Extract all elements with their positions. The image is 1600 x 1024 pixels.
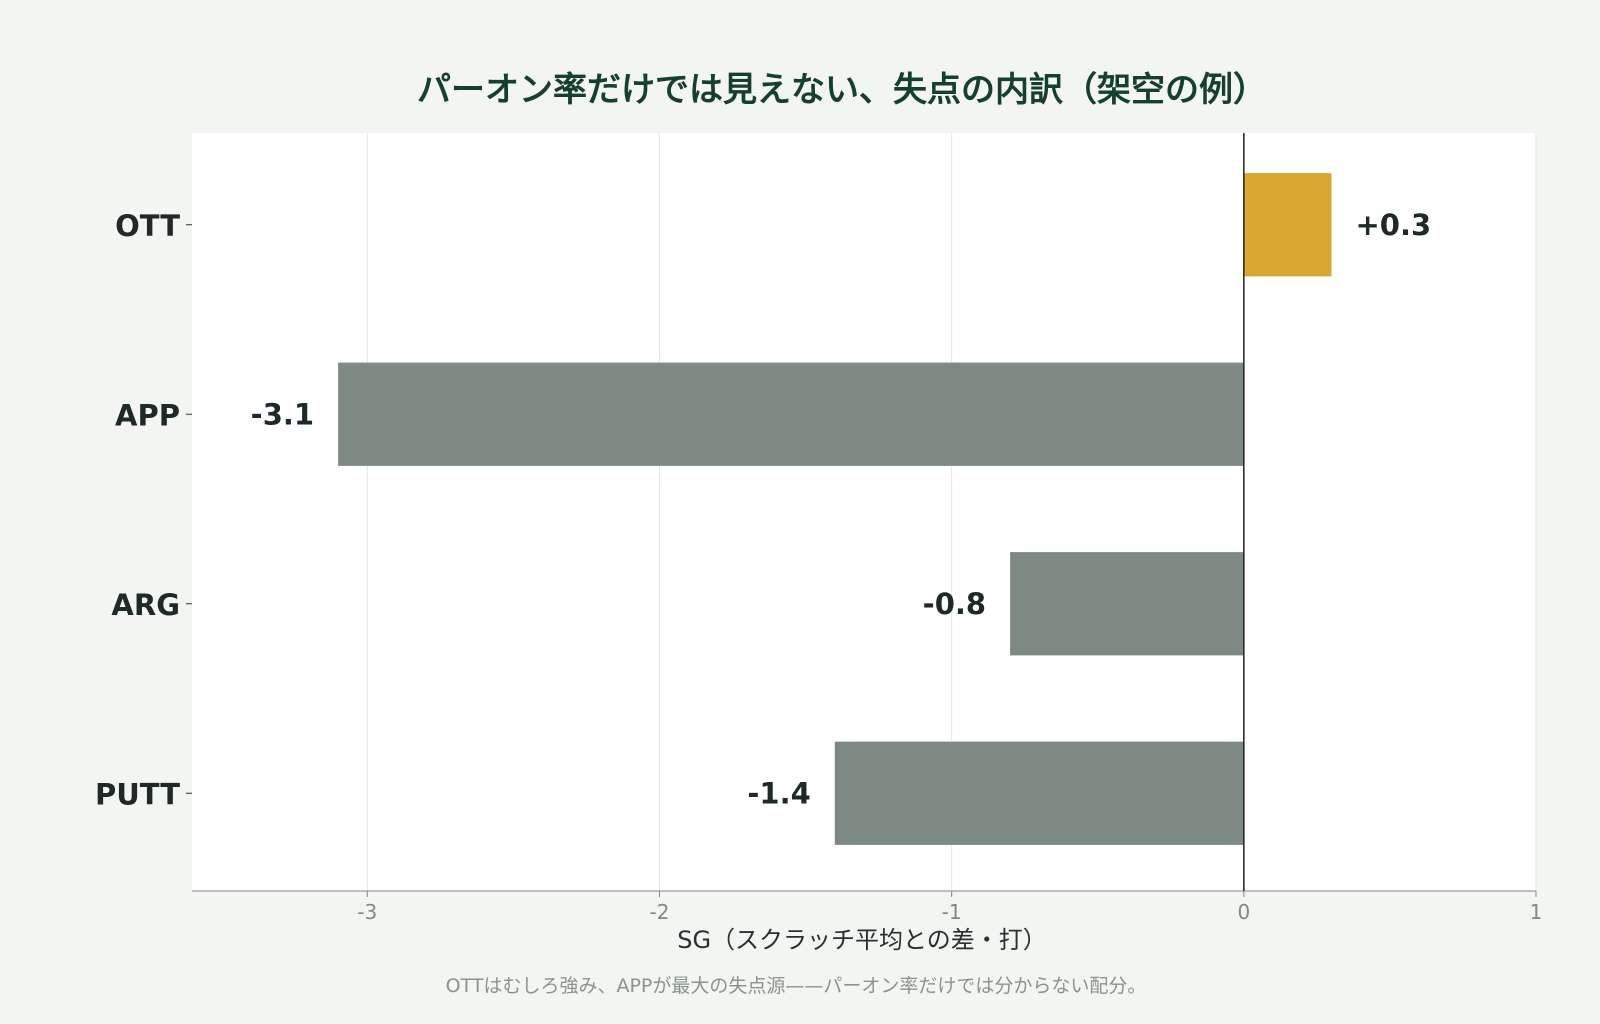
bar-arg bbox=[1010, 552, 1244, 656]
chart-caption: OTTはむしろ強み、APPが最大の失点源——パーオン率だけでは分からない配分。 bbox=[446, 975, 1147, 997]
value-label-ott: +0.3 bbox=[1355, 208, 1431, 242]
category-label-ott: OTT bbox=[115, 209, 180, 243]
category-label-putt: PUTT bbox=[95, 777, 180, 811]
x-tick-label-1: -2 bbox=[650, 900, 670, 924]
x-tick-label-3: 0 bbox=[1237, 900, 1250, 924]
category-label-app: APP bbox=[115, 398, 180, 432]
x-tick-label-4: 1 bbox=[1530, 900, 1543, 924]
x-axis-label: SG（スクラッチ平均との差・打） bbox=[677, 926, 1047, 954]
value-label-arg: -0.8 bbox=[923, 587, 986, 621]
axes: -3 -2 -1 0 1 OTT APP ARG PUTT bbox=[95, 133, 1542, 924]
value-label-app: -3.1 bbox=[251, 397, 314, 431]
value-label-putt: -1.4 bbox=[747, 776, 810, 810]
bars: +0.3 -3.1 -0.8 -1.4 bbox=[251, 173, 1431, 845]
bar-app bbox=[338, 362, 1244, 466]
category-label-arg: ARG bbox=[111, 588, 180, 622]
x-tick-label-0: -3 bbox=[357, 900, 377, 924]
bar-ott bbox=[1243, 173, 1332, 277]
chart-title: パーオン率だけでは見えない、失点の内訳（架空の例） bbox=[417, 70, 1267, 110]
x-tick-label-2: -1 bbox=[942, 900, 962, 924]
bar-putt bbox=[834, 741, 1244, 845]
